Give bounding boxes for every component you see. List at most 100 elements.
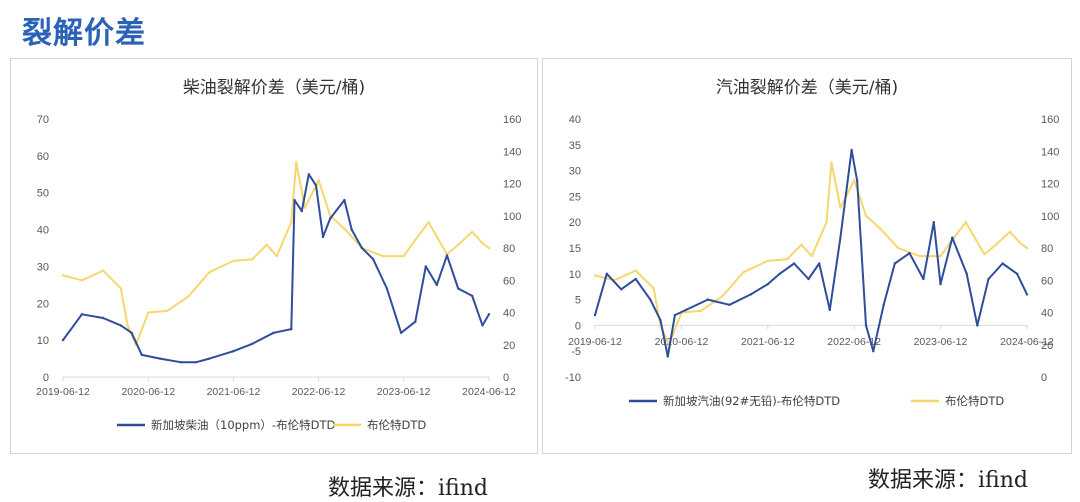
data-point xyxy=(445,254,449,257)
data-point xyxy=(300,209,303,213)
y-left-tick-label: 15 xyxy=(569,243,581,255)
y-right-tick-label: 80 xyxy=(1041,243,1053,255)
data-point xyxy=(800,243,803,246)
y-left-tick-label: 20 xyxy=(569,217,581,229)
y-left-tick-label: 0 xyxy=(575,320,581,332)
y-left-tick-label: 5 xyxy=(575,295,581,307)
y-right-tick-label: 100 xyxy=(503,211,521,223)
data-point xyxy=(818,262,821,265)
data-point xyxy=(839,206,842,209)
data-point xyxy=(706,298,709,301)
data-point xyxy=(879,227,882,230)
data-point xyxy=(976,324,979,327)
data-point xyxy=(593,313,597,317)
data-point xyxy=(721,295,724,298)
data-point xyxy=(778,272,781,275)
y-right-tick-label: 60 xyxy=(503,275,515,287)
y-right-tick-label: 0 xyxy=(1041,372,1047,384)
data-point xyxy=(147,311,150,314)
y-left-tick-label: 70 xyxy=(37,114,49,126)
y-right-tick-label: 160 xyxy=(503,114,521,126)
data-point xyxy=(896,246,900,250)
data-point xyxy=(684,308,688,312)
y-left-tick-label: 50 xyxy=(37,188,49,200)
data-point xyxy=(864,324,868,327)
data-point xyxy=(634,269,637,272)
data-point xyxy=(399,331,403,334)
data-point xyxy=(839,236,842,239)
series-line-crack-spread xyxy=(62,173,490,364)
data-point xyxy=(194,361,197,364)
y-left-tick-label: 40 xyxy=(37,225,49,237)
diesel-crack-chart-panel: 柴油裂解价差（美元/桶) 0 10 20 30 40 50 60 70 0 20 40 60 80 100… xyxy=(10,58,538,454)
data-point xyxy=(471,230,474,234)
data-point xyxy=(290,221,293,224)
data-point xyxy=(1008,230,1012,234)
data-point xyxy=(101,269,105,272)
x-tick-label: 2020-06-12 xyxy=(655,336,709,348)
series-line-crack-spread xyxy=(594,149,1028,358)
data-point xyxy=(424,265,427,268)
data-point xyxy=(652,287,655,290)
gasoline-crack-chart: -10 -5 0 5 10 15 20 25 30 35 40 0 20 40 60 80 100 120 140 1… xyxy=(565,114,1059,408)
x-tick-label: 2024-06-12 xyxy=(1000,336,1054,348)
y-left-tick-label: 30 xyxy=(37,261,49,273)
chart-title: 柴油裂解价差（美元/桶) xyxy=(182,78,366,98)
y-right-tick-label: 0 xyxy=(503,372,509,384)
data-point xyxy=(853,179,856,182)
y-left-tick-label: -10 xyxy=(565,372,581,384)
data-point xyxy=(385,287,389,290)
data-point xyxy=(293,198,296,202)
data-point xyxy=(964,221,967,224)
data-point xyxy=(166,309,169,313)
series-line-brent-dtd xyxy=(594,161,1028,346)
data-point xyxy=(666,355,669,358)
y-left-tick-label: 20 xyxy=(37,298,49,310)
data-point xyxy=(893,262,896,265)
y-left-tick-label: 35 xyxy=(569,140,581,152)
data-point xyxy=(605,272,608,275)
y-left-tick-label: 25 xyxy=(569,191,581,203)
data-point xyxy=(908,252,911,255)
data-point xyxy=(828,308,831,312)
legend-label: 新加坡汽油(92#无铅)-布伦特DTD xyxy=(663,394,840,408)
x-tick-label: 2019-06-12 xyxy=(568,336,622,348)
data-point xyxy=(1001,262,1004,265)
y-right-tick-label: 100 xyxy=(1041,211,1059,223)
y-right-tick-label: 140 xyxy=(1041,146,1059,158)
x-tick-label: 2022-06-12 xyxy=(827,336,881,348)
data-point xyxy=(830,161,833,164)
data-point xyxy=(232,350,235,353)
data-point xyxy=(487,246,491,250)
y-right-tick-label: 40 xyxy=(1041,308,1053,320)
data-point xyxy=(314,184,318,187)
data-point xyxy=(939,254,942,258)
data-point xyxy=(317,179,320,182)
data-point xyxy=(994,243,997,246)
data-point xyxy=(187,295,190,298)
x-tick-label: 2023-06-12 xyxy=(914,336,968,348)
data-point xyxy=(435,283,438,287)
series-line-brent-dtd xyxy=(62,161,490,346)
data-point xyxy=(208,357,211,360)
y-right-tick-label: 40 xyxy=(503,308,515,320)
x-tick-label: 2020-06-12 xyxy=(121,386,175,398)
x-tick-label: 2021-06-12 xyxy=(207,386,261,398)
data-point xyxy=(265,243,268,246)
data-point xyxy=(471,294,474,298)
x-tick-label: 2023-06-12 xyxy=(377,386,431,398)
data-point xyxy=(119,324,123,327)
data-point xyxy=(457,287,460,290)
y-left-tick-label: -5 xyxy=(571,346,581,358)
data-point xyxy=(766,282,769,286)
data-point xyxy=(126,324,129,327)
data-point xyxy=(208,271,211,274)
data-point xyxy=(343,198,346,202)
x-tick-label: 2022-06-12 xyxy=(292,386,346,398)
x-tick-label: 2024-06-12 xyxy=(462,386,516,398)
data-point xyxy=(350,228,353,231)
data-point xyxy=(158,357,162,360)
data-point xyxy=(251,342,254,345)
y-left-tick-label: 40 xyxy=(569,114,581,126)
y-left-tick-label: 60 xyxy=(37,151,49,163)
